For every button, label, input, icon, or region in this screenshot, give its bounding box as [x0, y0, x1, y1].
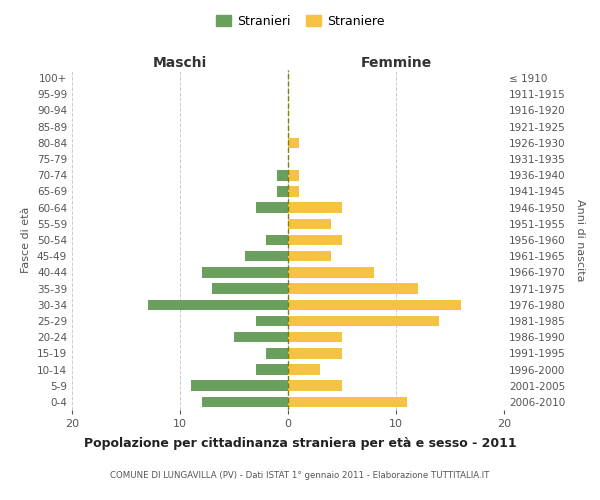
Bar [288, 186, 299, 196]
Bar [256, 316, 288, 326]
Text: Maschi: Maschi [153, 56, 207, 70]
Bar [148, 300, 288, 310]
Bar [256, 202, 288, 213]
Y-axis label: Anni di nascita: Anni di nascita [575, 198, 585, 281]
Bar [288, 316, 439, 326]
Bar [288, 138, 299, 148]
Bar [288, 348, 342, 358]
Bar [234, 332, 288, 342]
Text: Femmine: Femmine [361, 56, 431, 70]
Bar [277, 170, 288, 180]
Bar [288, 218, 331, 229]
Bar [288, 251, 331, 262]
Bar [245, 251, 288, 262]
Legend: Stranieri, Straniere: Stranieri, Straniere [212, 11, 388, 32]
Bar [288, 300, 461, 310]
Bar [288, 284, 418, 294]
Text: COMUNE DI LUNGAVILLA (PV) - Dati ISTAT 1° gennaio 2011 - Elaborazione TUTTITALIA: COMUNE DI LUNGAVILLA (PV) - Dati ISTAT 1… [110, 471, 490, 480]
Bar [288, 267, 374, 278]
Bar [288, 170, 299, 180]
Bar [288, 380, 342, 391]
Bar [266, 348, 288, 358]
Bar [288, 234, 342, 246]
Text: Popolazione per cittadinanza straniera per età e sesso - 2011: Popolazione per cittadinanza straniera p… [83, 437, 517, 450]
Bar [202, 396, 288, 407]
Bar [256, 364, 288, 375]
Y-axis label: Fasce di età: Fasce di età [22, 207, 31, 273]
Bar [288, 202, 342, 213]
Bar [288, 332, 342, 342]
Bar [288, 396, 407, 407]
Bar [288, 364, 320, 375]
Bar [202, 267, 288, 278]
Bar [212, 284, 288, 294]
Bar [277, 186, 288, 196]
Bar [191, 380, 288, 391]
Bar [266, 234, 288, 246]
